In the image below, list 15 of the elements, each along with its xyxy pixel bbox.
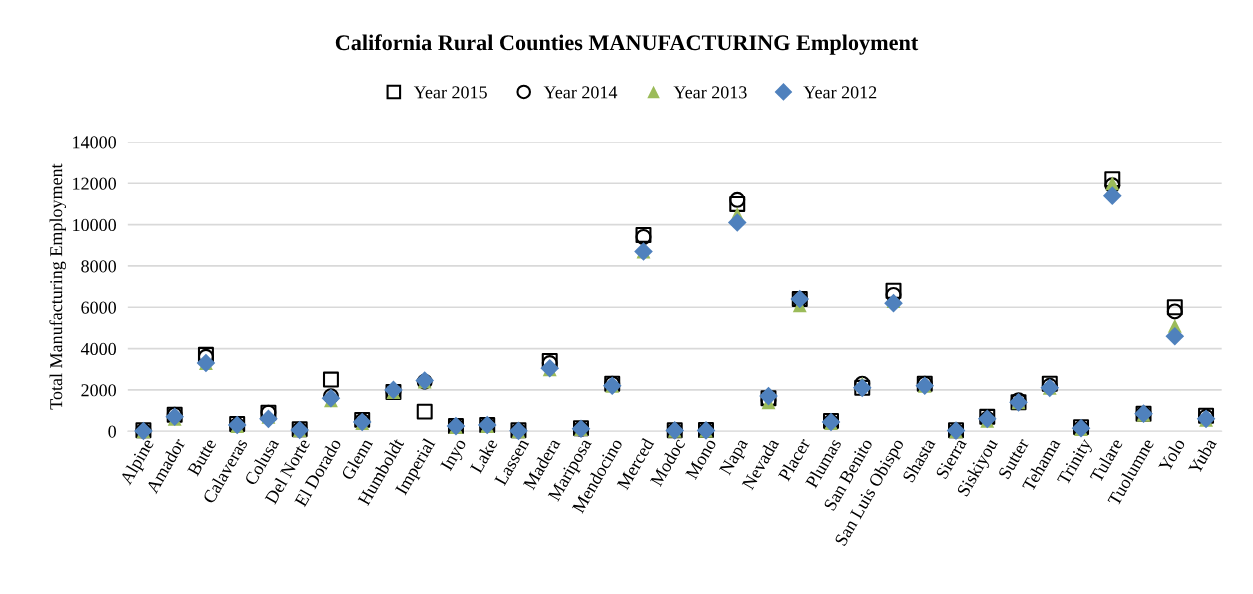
legend-label: Year 2015 [413, 86, 487, 99]
y-tick-label: 6000 [81, 301, 117, 314]
y-axis-title: Total Manufacturing Employment [49, 163, 66, 410]
legend-label: Year 2012 [803, 86, 877, 99]
x-tick-label: Yolo [1157, 437, 1186, 473]
legend-label: Year 2014 [543, 86, 618, 99]
y-tick-label: 12000 [73, 177, 117, 190]
y-tick-label: 2000 [81, 384, 117, 397]
y-tick-label: 14000 [73, 136, 117, 149]
legend-label: Year 2013 [673, 86, 747, 99]
y-tick-label: 4000 [80, 342, 117, 356]
y-tick-label: 10000 [73, 218, 117, 232]
y-tick-label: 0 [108, 425, 117, 438]
y-tick-label: 8000 [81, 260, 117, 273]
chart-title: California Rural Counties MANUFACTURING Employment [335, 34, 919, 55]
